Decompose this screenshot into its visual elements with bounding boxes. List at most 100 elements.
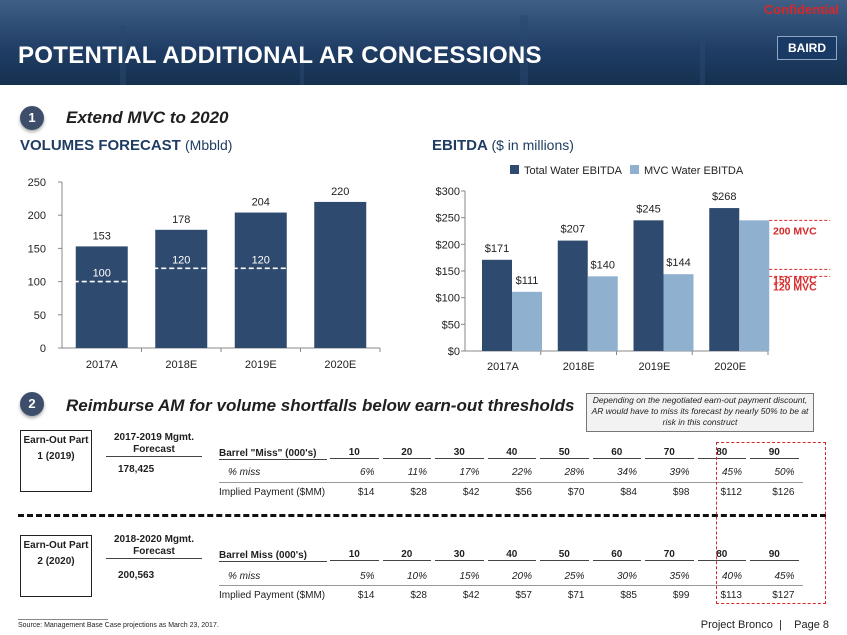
- y-tick-label: $250: [436, 213, 460, 225]
- miss-percent-cell: 15%: [459, 571, 480, 582]
- miss-percent-cell: 30%: [616, 571, 637, 582]
- y-tick-label: 100: [28, 277, 46, 289]
- miss-percent-cell: 40%: [721, 571, 742, 582]
- total-ebitda-bar: [482, 259, 512, 351]
- miss-percent-cell: 45%: [721, 467, 742, 478]
- barrel-miss-column-header: 40: [487, 549, 536, 561]
- mvc-label: 100: [93, 268, 111, 280]
- confidential-label: Confidential: [763, 2, 839, 17]
- page-number: Page 8: [794, 619, 829, 631]
- implied-payment-cell: $42: [462, 487, 480, 498]
- x-tick-label: 2018E: [165, 359, 197, 371]
- barrel-miss-column-header: 60: [592, 549, 641, 561]
- y-tick-label: $0: [448, 346, 460, 358]
- part-2-payment-label: Implied Payment ($MM): [219, 590, 326, 601]
- y-tick-label: 150: [28, 243, 46, 255]
- header-banner: Confidential POTENTIAL ADDITIONAL AR CON…: [0, 0, 847, 85]
- volume-bar: [155, 229, 208, 348]
- implied-payment-cell: $56: [515, 487, 532, 498]
- volume-bar: [234, 212, 287, 348]
- ebitda-title-unit: ($ in millions): [491, 137, 574, 153]
- barrel-miss-column-header: 90: [750, 447, 799, 459]
- earn-out-part-1-label: Earn-Out Part 1 (2019): [20, 430, 92, 492]
- y-tick-label: $300: [436, 186, 460, 198]
- total-ebitda-bar: [557, 240, 588, 351]
- ebitda-data-label: $245: [636, 203, 660, 215]
- ebitda-title-text: EBITDA: [432, 137, 488, 154]
- miss-percent-cell: 10%: [406, 571, 427, 582]
- barrel-miss-column-header: 20: [382, 447, 431, 459]
- highlight-box: [716, 442, 826, 604]
- part-2-miss-label: % miss: [228, 571, 261, 582]
- barrel-miss-column-header: 60: [592, 447, 641, 459]
- volume-data-label: 204: [252, 197, 270, 209]
- implied-payment-cell: $70: [567, 487, 585, 498]
- ebitda-data-label: $140: [591, 259, 615, 271]
- implied-payment-cell: $71: [567, 590, 585, 601]
- implied-payment-cell: $14: [357, 590, 375, 601]
- total-ebitda-bar: [633, 220, 664, 351]
- x-tick-label: 2020E: [714, 361, 746, 373]
- miss-percent-cell: 25%: [564, 571, 585, 582]
- mvc-ebitda-bar: [663, 274, 694, 351]
- background-derrick: [120, 25, 126, 85]
- implied-payment-cell: $98: [672, 487, 690, 498]
- mvc-reference-label: 150 MVC: [773, 274, 817, 286]
- miss-percent-cell: 50%: [774, 467, 795, 478]
- source-note: Source: Management Base Case projections…: [18, 622, 219, 629]
- part-1-mgmt-forecast-header: 2017-2019 Mgmt. Forecast: [106, 432, 202, 457]
- ebitda-data-label: $111: [516, 275, 539, 287]
- implied-payment-cell: $42: [462, 590, 480, 601]
- mvc-label: 120: [172, 254, 190, 266]
- barrel-miss-column-header: 40: [487, 447, 536, 459]
- implied-payment-cell: $28: [410, 487, 427, 498]
- legend-swatch: [510, 165, 519, 174]
- ebitda-data-label: $171: [485, 243, 509, 255]
- barrel-miss-column-header: 30: [435, 447, 484, 459]
- ebitda-chart-title: EBITDA ($ in millions): [432, 137, 574, 154]
- legend-label: MVC Water EBITDA: [644, 165, 744, 177]
- implied-payment-cell: $28: [410, 590, 427, 601]
- row-separator: [219, 482, 803, 483]
- y-tick-label: 250: [28, 177, 46, 189]
- section-1-badge: 1: [20, 106, 44, 130]
- ebitda-data-label: $144: [666, 257, 690, 269]
- section-2-title: Reimburse AM for volume shortfalls below…: [66, 396, 575, 415]
- y-tick-label: 200: [28, 210, 46, 222]
- mvc-reference-label: 120 MVC: [773, 281, 817, 293]
- mvc-ebitda-bar: [587, 276, 618, 351]
- volumes-title-unit: (Mbbld): [185, 137, 233, 153]
- mvc-ebitda-bar: [512, 291, 542, 351]
- legend-label: Total Water EBITDA: [524, 165, 623, 177]
- barrel-miss-column-header: 50: [540, 447, 589, 459]
- background-derrick: [700, 30, 705, 85]
- miss-percent-cell: 39%: [669, 467, 690, 478]
- y-tick-label: $150: [436, 266, 460, 278]
- miss-percent-cell: 11%: [407, 467, 427, 478]
- implied-payment-cell: $14: [357, 487, 375, 498]
- miss-percent-cell: 20%: [511, 571, 532, 582]
- background-derrick: [520, 15, 528, 85]
- barrel-miss-column-header: 70: [645, 447, 694, 459]
- risk-note: Depending on the negotiated earn-out pay…: [586, 393, 814, 432]
- x-tick-label: 2017A: [487, 361, 519, 373]
- miss-percent-cell: 5%: [360, 571, 375, 582]
- implied-payment-cell: $84: [620, 487, 637, 498]
- x-tick-label: 2018E: [563, 361, 595, 373]
- part-1-payment-label: Implied Payment ($MM): [219, 487, 326, 498]
- implied-payment-cell: $85: [620, 590, 637, 601]
- volume-bar: [75, 246, 128, 348]
- miss-percent-cell: 34%: [616, 467, 637, 478]
- x-tick-label: 2019E: [638, 361, 670, 373]
- mvc-reference-label: 200 MVC: [773, 225, 817, 237]
- volumes-chart-title: VOLUMES FORECAST (Mbbld): [20, 137, 232, 154]
- barrel-miss-column-header: 10: [330, 447, 379, 459]
- miss-percent-cell: 28%: [564, 467, 585, 478]
- miss-percent-cell: 45%: [774, 571, 795, 582]
- miss-percent-cell: 35%: [669, 571, 690, 582]
- y-tick-label: $100: [436, 293, 460, 305]
- section-divider: [18, 514, 826, 517]
- implied-payment-cell: $127: [772, 590, 795, 601]
- volume-data-label: 220: [331, 186, 349, 198]
- implied-payment-cell: $99: [672, 590, 690, 601]
